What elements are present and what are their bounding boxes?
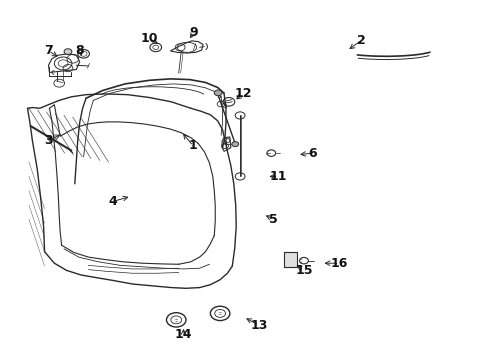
Text: 5: 5 [269,213,278,226]
Text: 8: 8 [75,44,84,57]
Text: 7: 7 [44,44,53,57]
Circle shape [231,141,238,147]
Text: 14: 14 [174,328,192,341]
Text: 16: 16 [330,257,347,270]
Circle shape [64,49,72,54]
Polygon shape [284,252,297,267]
Text: 15: 15 [295,264,312,277]
Text: 6: 6 [308,147,316,159]
Text: 9: 9 [188,27,197,40]
Text: 12: 12 [234,87,252,100]
Text: 2: 2 [356,33,365,47]
Text: 4: 4 [108,195,117,208]
Circle shape [214,90,222,96]
Text: 11: 11 [269,170,287,183]
Text: 13: 13 [250,319,267,332]
Text: 1: 1 [188,139,197,152]
Text: 3: 3 [44,134,53,147]
Text: 10: 10 [141,32,158,45]
